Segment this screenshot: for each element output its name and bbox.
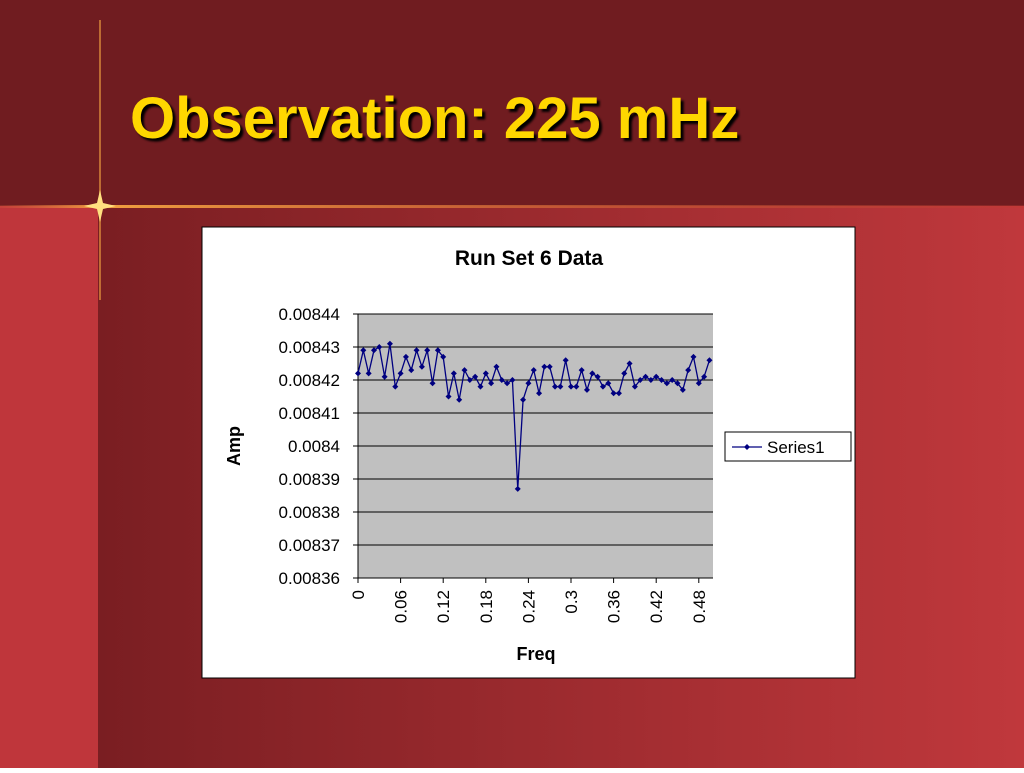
marker — [541, 363, 548, 370]
marker — [546, 363, 553, 370]
marker — [679, 386, 686, 393]
marker — [626, 360, 633, 367]
rule — [0, 205, 1024, 208]
marker — [397, 370, 404, 377]
x-tick-label: 0.48 — [690, 590, 709, 623]
chart-title: Run Set 6 Data — [455, 247, 604, 270]
marker — [631, 383, 638, 390]
marker — [621, 370, 628, 377]
marker — [360, 347, 367, 354]
marker — [674, 380, 681, 387]
marker — [408, 367, 415, 374]
marker — [466, 377, 473, 383]
y-tick-label: 0.00838 — [279, 503, 340, 522]
marker — [392, 383, 399, 390]
marker — [583, 386, 590, 393]
marker — [594, 373, 601, 380]
marker — [573, 383, 580, 390]
marker — [413, 347, 420, 354]
marker — [695, 380, 702, 387]
marker — [461, 367, 468, 374]
marker — [509, 377, 516, 383]
marker — [381, 373, 388, 380]
marker — [562, 357, 569, 364]
y-tick-label: 0.00843 — [279, 338, 340, 357]
legend-label: Series1 — [767, 438, 825, 457]
x-tick-label: 0.42 — [647, 590, 666, 623]
marker — [536, 390, 543, 397]
x-tick-label: 0.18 — [477, 590, 496, 623]
marker — [440, 353, 447, 360]
y-tick-label: 0.00837 — [279, 536, 340, 555]
marker — [514, 485, 521, 492]
marker — [552, 383, 559, 390]
x-tick-label: 0.3 — [562, 590, 581, 614]
marker — [647, 377, 654, 383]
marker — [482, 370, 489, 377]
marker — [376, 344, 383, 350]
x-axis-label: Freq — [516, 644, 555, 664]
marker — [355, 370, 361, 377]
marker — [365, 370, 372, 377]
marker — [637, 377, 644, 383]
chart: 0.00836 0.00837 0.00838 0.00839 0.0084 0.0084… — [279, 305, 852, 623]
marker — [605, 380, 612, 387]
marker — [663, 380, 670, 387]
marker — [653, 373, 660, 380]
slide-title: Observation: 225 mHz — [130, 86, 739, 151]
y-tick-label: 0.0084 — [288, 437, 340, 456]
marker — [429, 380, 436, 387]
marker — [472, 373, 479, 380]
marker — [402, 353, 409, 360]
y-tick-label: 0.00841 — [279, 404, 340, 423]
marker — [669, 377, 676, 383]
y-tick-label: 0.00842 — [279, 371, 340, 390]
marker — [578, 367, 585, 374]
marker — [690, 353, 697, 360]
x-tick-label: 0.24 — [519, 590, 538, 623]
x-tick-label: 0 — [349, 590, 368, 599]
top-band — [0, 0, 1024, 206]
marker — [610, 390, 617, 397]
marker — [370, 347, 377, 354]
marker — [520, 396, 527, 403]
x-tick-label: 0.36 — [605, 590, 624, 623]
marker — [424, 347, 431, 354]
marker — [685, 367, 692, 374]
y-axis-label: Amp — [224, 426, 244, 466]
y-tick-label: 0.00839 — [279, 470, 340, 489]
marker — [701, 373, 708, 380]
x-tick-label: 0.12 — [434, 590, 453, 623]
y-tick-label: 0.00844 — [279, 305, 340, 324]
marker — [642, 373, 649, 380]
marker — [477, 383, 484, 390]
marker — [658, 377, 665, 383]
legend-marker — [744, 444, 750, 450]
marker — [615, 390, 622, 397]
marker — [488, 380, 495, 387]
marker — [599, 383, 606, 390]
marker — [589, 370, 596, 377]
marker — [557, 383, 564, 390]
marker — [568, 383, 574, 390]
marker — [498, 377, 505, 383]
x-tick-label: 0.06 — [392, 590, 411, 623]
marker — [418, 363, 425, 370]
marker — [493, 363, 500, 370]
marker — [504, 380, 511, 387]
marker — [530, 367, 537, 374]
marker — [445, 393, 452, 400]
marker — [525, 380, 532, 387]
marker — [706, 357, 713, 364]
marker — [456, 396, 463, 403]
y-tick-label: 0.00836 — [279, 569, 340, 588]
sparkle — [84, 190, 116, 222]
marker — [434, 347, 441, 354]
marker — [450, 370, 457, 377]
marker — [386, 340, 393, 347]
